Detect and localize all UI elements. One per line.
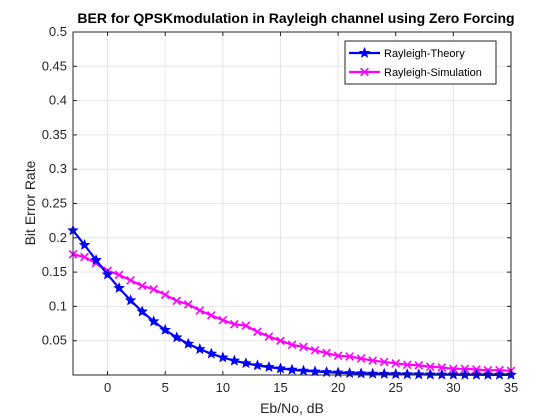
data-point: [263, 361, 275, 373]
data-point: [182, 337, 195, 349]
chart-title: BER for QPSKmodulation in Rayleigh chann…: [77, 10, 514, 26]
data-point: [124, 294, 137, 306]
data-point: [379, 357, 389, 367]
data-point: [160, 290, 170, 300]
data-point: [205, 347, 218, 359]
data-point: [241, 321, 251, 330]
data-point: [436, 368, 448, 380]
data-point: [402, 360, 412, 370]
y-tick-label: 0.2: [49, 230, 67, 245]
data-point: [414, 361, 424, 370]
series-simulation: [68, 249, 516, 376]
data-point: [297, 364, 310, 376]
data-point: [206, 310, 216, 320]
data-point: [183, 299, 193, 309]
data-point: [322, 348, 331, 358]
data-point: [333, 351, 343, 361]
data-point: [482, 368, 494, 380]
y-tick-label: 0.1: [49, 298, 67, 313]
data-point: [310, 345, 320, 355]
legend-entry-theory: Rayleigh-Theory: [384, 48, 465, 60]
data-point: [309, 365, 321, 377]
legend-entry-simulation: Rayleigh-Simulation: [384, 67, 482, 79]
data-point: [217, 351, 229, 363]
legend-marks: [349, 46, 380, 77]
data-point: [113, 282, 125, 294]
data-point: [218, 315, 228, 325]
y-tick-label: 0.05: [42, 333, 67, 348]
legend-swatch-theory: [349, 46, 380, 58]
x-tick-label: 15: [273, 380, 287, 395]
legend-box: [344, 40, 497, 85]
data-point: [391, 358, 401, 368]
data-point: [78, 238, 91, 250]
y-tick-label: 0.45: [42, 58, 67, 73]
x-tick-label: 30: [446, 380, 460, 395]
y-tick-label: 0.5: [49, 24, 67, 39]
data-point: [240, 357, 252, 369]
data-point: [253, 327, 262, 337]
data-point: [425, 362, 435, 372]
data-point: [274, 362, 287, 374]
y-axis-label: Bit Error Rate: [22, 160, 38, 245]
data-point: [149, 284, 159, 294]
data-point: [470, 368, 483, 380]
y-tick-label: 0.35: [42, 127, 67, 142]
data-point: [136, 305, 148, 317]
x-tick-label: 10: [216, 380, 230, 395]
legend-marker: [358, 46, 371, 58]
data-point: [159, 323, 171, 335]
data-point: [172, 296, 182, 306]
data-point: [194, 343, 206, 355]
data-point: [299, 342, 308, 352]
x-tick-label: 35: [504, 380, 518, 395]
data-point: [264, 332, 274, 341]
data-point: [320, 366, 333, 378]
data-point: [137, 281, 147, 291]
data-point: [378, 367, 390, 379]
data-point: [424, 368, 437, 380]
data-point: [413, 368, 425, 380]
legend: Rayleigh-Theory Rayleigh-Simulation: [344, 40, 497, 85]
data-point: [230, 319, 239, 329]
x-tick-label: 25: [389, 380, 403, 395]
data-point: [80, 252, 89, 262]
data-point: [355, 367, 367, 379]
x-axis-label: Eb/No, dB: [260, 400, 324, 416]
data-point: [286, 363, 298, 375]
y-tick-label: 0.25: [42, 196, 67, 211]
data-point: [366, 367, 379, 379]
data-point: [287, 340, 297, 350]
y-tick-label: 0.3: [49, 161, 67, 176]
ticks: 0 5 10 15 20 25 30 35 0.05 0.1 0.15 0.2 0.25 0.3 0.35 0…: [42, 24, 519, 395]
data-point: [345, 352, 354, 361]
data-point: [437, 363, 447, 372]
legend-swatch-simulation: [349, 67, 380, 77]
data-point: [114, 270, 124, 280]
data-point: [195, 306, 205, 315]
data-point: [126, 275, 135, 285]
data-point: [276, 336, 285, 346]
data-point: [251, 359, 264, 371]
data-point: [90, 254, 102, 266]
data-point: [228, 354, 241, 366]
series-layer: [67, 224, 517, 380]
data-point: [493, 368, 506, 380]
data-point: [459, 368, 471, 380]
y-tick-label: 0.15: [42, 264, 67, 279]
x-tick-label: 0: [104, 380, 111, 395]
x-tick-label: 20: [331, 380, 345, 395]
data-point: [101, 268, 114, 280]
data-point: [147, 315, 160, 327]
data-point: [401, 368, 414, 380]
y-tick-label: 0.4: [49, 93, 67, 108]
data-point: [356, 354, 366, 363]
data-point: [368, 356, 378, 365]
legend-marker: [360, 67, 369, 77]
x-tick-label: 5: [162, 380, 169, 395]
data-point: [170, 331, 183, 343]
